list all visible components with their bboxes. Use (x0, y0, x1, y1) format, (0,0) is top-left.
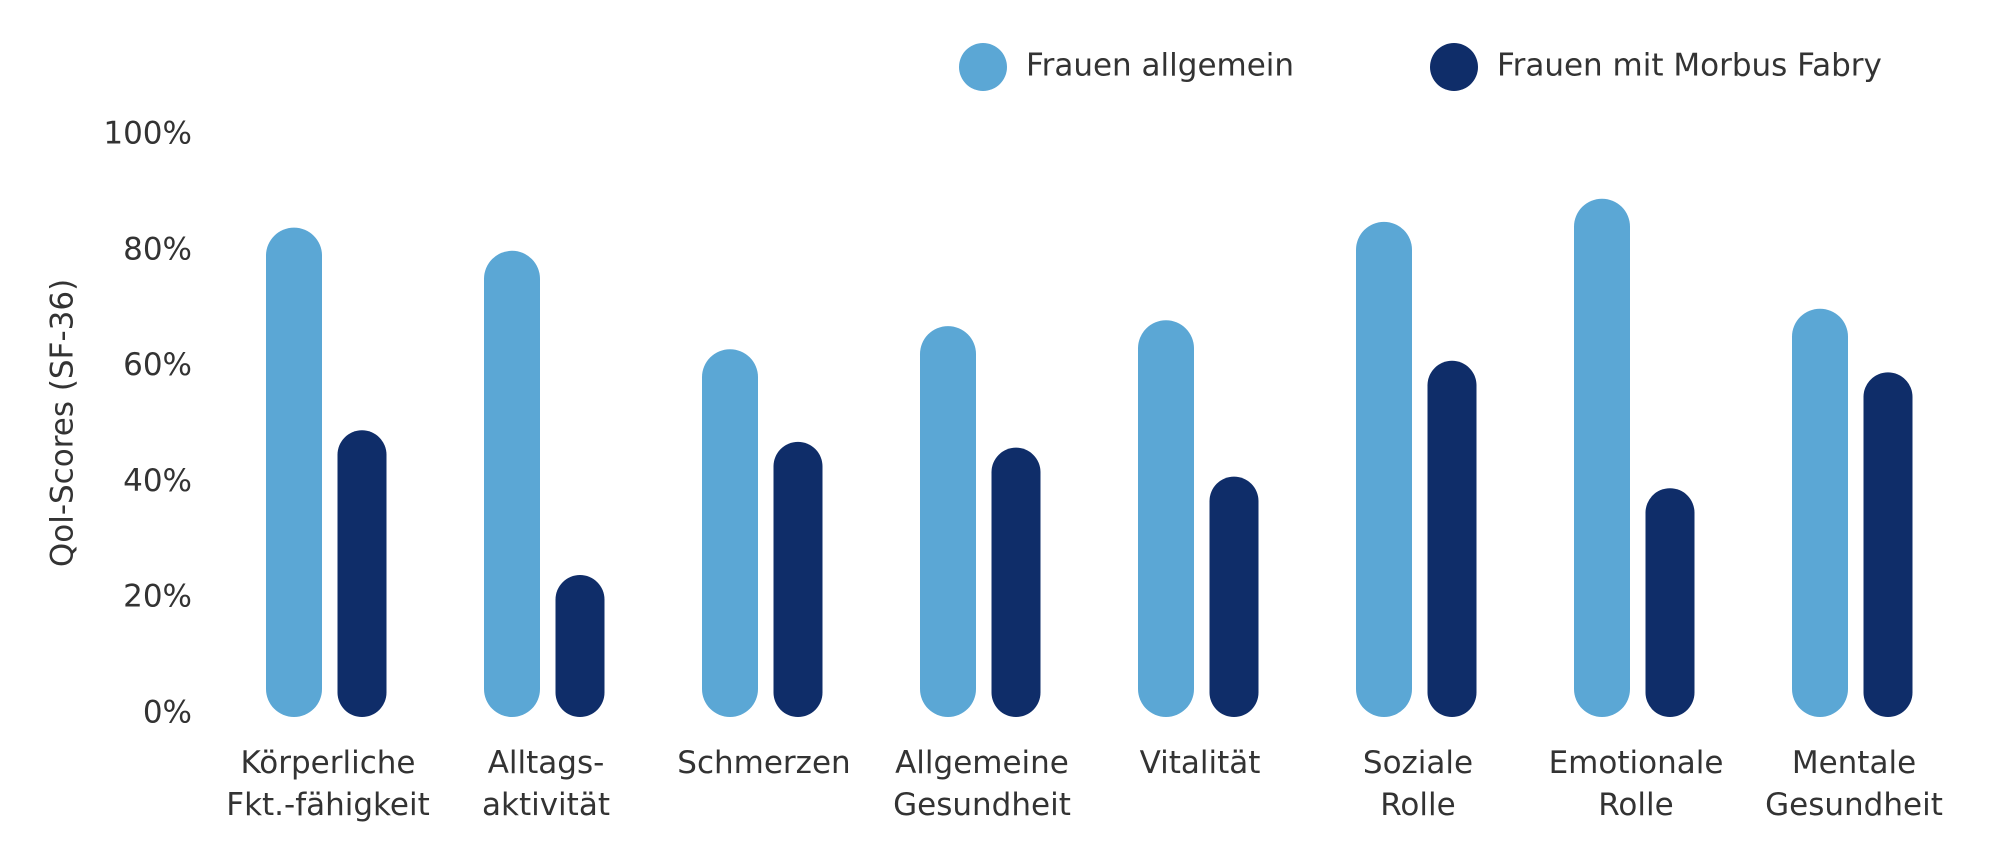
bar (266, 227, 322, 717)
legend-marker (1430, 43, 1478, 91)
x-tick-label: Soziale Rolle (1362, 745, 1474, 823)
bar (1138, 320, 1194, 717)
bar (1863, 372, 1913, 717)
y-tick-label: 40% (123, 463, 192, 499)
bar (1792, 308, 1848, 717)
bar (773, 441, 823, 717)
x-tick-label: Emotionale Rolle (1548, 745, 1724, 823)
legend-label: Frauen mit Morbus Fabry (1497, 48, 1882, 84)
y-tick-label: 0% (143, 695, 192, 731)
y-tick-label: 20% (123, 579, 192, 615)
bar (1209, 476, 1259, 717)
x-tick-label: Alltags- aktivität (482, 745, 610, 823)
bar (337, 430, 387, 717)
bar (1645, 488, 1695, 717)
y-tick-label: 60% (123, 347, 192, 383)
bar (991, 447, 1041, 717)
bar (920, 326, 976, 717)
bar (1427, 360, 1477, 717)
x-tick-label: Vitalität (1139, 745, 1261, 781)
bar (555, 575, 605, 717)
x-tick-label: Allgemeine Gesundheit (893, 745, 1071, 823)
bar (1574, 198, 1630, 717)
y-tick-label: 100% (103, 116, 192, 152)
y-axis-title: Qol-Scores (SF-36) (45, 279, 81, 567)
bar (484, 250, 540, 718)
x-tick-label: Schmerzen (677, 745, 851, 781)
legend-label: Frauen allgemein (1026, 48, 1294, 84)
bar (702, 349, 758, 717)
legend-marker (959, 43, 1007, 91)
x-tick-label: Körperliche Fkt.-fähigkeit (226, 745, 430, 823)
y-tick-label: 80% (123, 231, 192, 267)
x-tick-label: Mentale Gesundheit (1765, 745, 1943, 823)
bar (1356, 221, 1412, 717)
